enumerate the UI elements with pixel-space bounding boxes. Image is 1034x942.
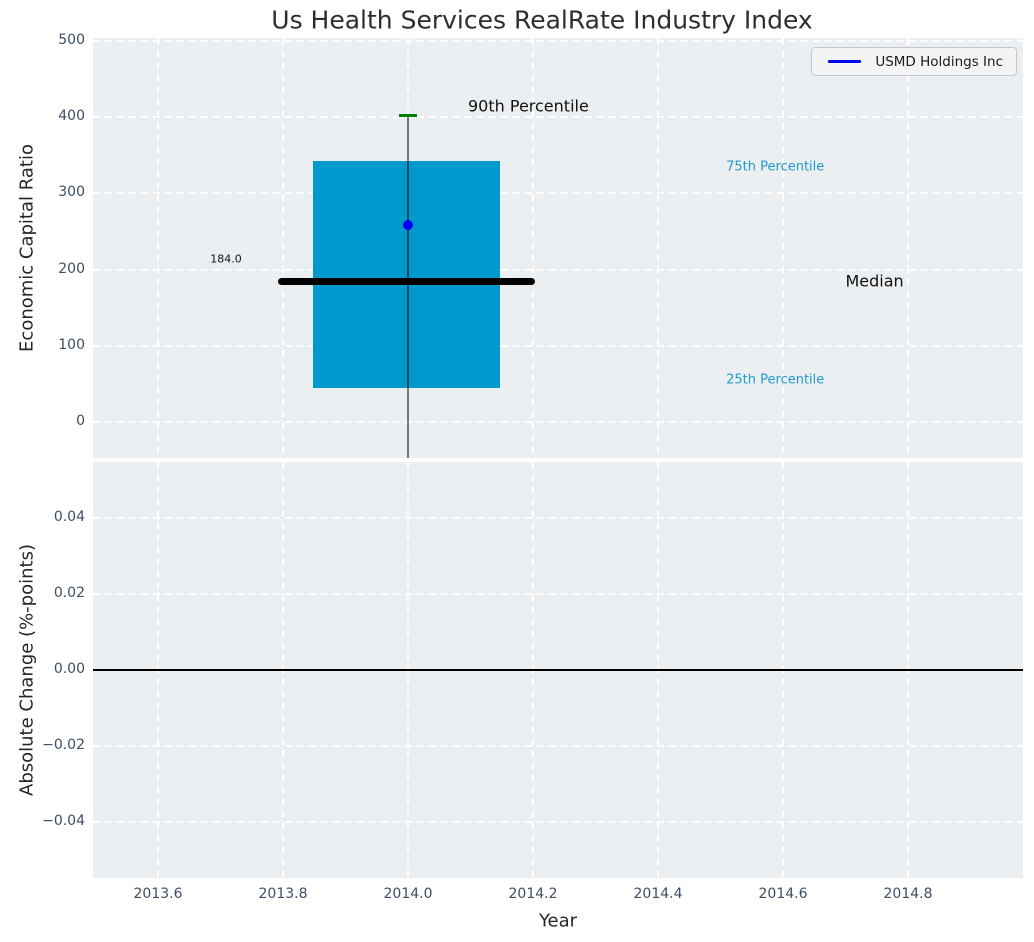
chart-title: Us Health Services RealRate Industry Ind… <box>271 5 813 35</box>
y-gridline <box>93 344 1023 347</box>
x-tick-label: 2014.8 <box>883 886 933 902</box>
y-tick-label: −0.02 <box>42 737 85 754</box>
y-gridline <box>93 592 1023 595</box>
legend: USMD Holdings Inc <box>811 47 1017 76</box>
whisker-line <box>407 115 409 458</box>
y-gridline <box>93 745 1023 748</box>
y-tick-label: −0.04 <box>42 813 85 830</box>
y-gridline <box>93 192 1023 195</box>
y-tick-label: 200 <box>58 260 85 277</box>
y-gridline <box>93 116 1023 119</box>
y-gridline <box>93 421 1023 424</box>
median-line <box>278 278 535 286</box>
x-axis-label: Year <box>538 910 578 932</box>
y-tick-label: 0.02 <box>53 584 85 601</box>
x-gridline <box>657 38 659 458</box>
iqr-box <box>313 160 500 388</box>
legend-label: USMD Holdings Inc <box>875 53 1003 70</box>
annotation-75th-percentile: 75th Percentile <box>726 159 825 175</box>
y-tick-label: 0.00 <box>53 661 85 677</box>
top-plot-area: USMD Holdings Inc 90th Percentile 75th Pe… <box>93 38 1023 458</box>
legend-line-swatch <box>828 60 862 63</box>
x-tick-label: 2014.0 <box>383 886 433 902</box>
y-tick-label: 0.04 <box>53 508 85 525</box>
annotation-median: Median <box>845 271 904 291</box>
annotation-median-value: 184.0 <box>210 252 242 266</box>
annotation-90th-percentile: 90th Percentile <box>468 96 589 116</box>
bottom-plot-area <box>93 462 1023 878</box>
y-tick-label: 100 <box>58 336 85 353</box>
x-gridline <box>532 38 534 458</box>
y-gridline <box>93 821 1023 824</box>
y-tick-label: 400 <box>58 108 85 125</box>
x-tick-label: 2014.2 <box>508 886 558 902</box>
y-gridline <box>93 268 1023 271</box>
top-y-axis-label: Economic Capital Ratio <box>16 144 38 352</box>
annotation-25th-percentile: 25th Percentile <box>726 372 825 388</box>
y-gridline <box>93 516 1023 519</box>
x-gridline <box>282 38 284 458</box>
x-gridline <box>782 38 784 458</box>
x-gridline <box>157 38 159 458</box>
y-tick-label: 300 <box>58 184 85 201</box>
p90-cap <box>399 114 417 118</box>
series-data-point <box>403 220 413 231</box>
x-tick-label: 2013.8 <box>258 886 308 902</box>
y-tick-label: 500 <box>58 32 85 49</box>
x-gridline <box>907 38 909 458</box>
x-tick-label: 2014.6 <box>758 886 808 902</box>
x-tick-label: 2014.4 <box>633 886 683 902</box>
x-tick-label: 2013.6 <box>133 886 183 902</box>
zero-line <box>93 669 1023 671</box>
y-gridline <box>93 40 1023 43</box>
y-tick-label: 0 <box>76 413 85 430</box>
